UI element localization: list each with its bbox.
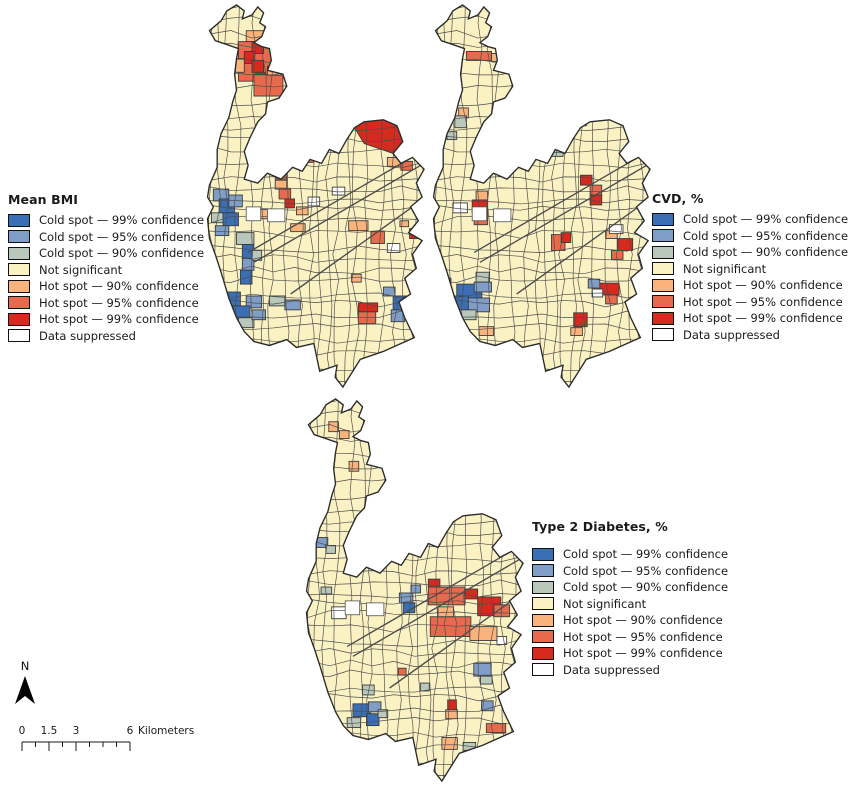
legend-swatch-hot99 [8, 312, 30, 326]
legend-swatch-hot90 [8, 279, 30, 293]
legend-item-hot99: Hot spot — 99% confidence [8, 311, 204, 328]
legend-cvd: CVD, % Cold spot — 99% confidence Cold sp… [652, 191, 848, 343]
legend-swatch-hot95 [8, 296, 30, 310]
legend-item-hot99: Hot spot — 99% confidence [652, 310, 848, 327]
legend-swatch-cold90 [652, 245, 674, 259]
legend-item-suppressed: Data suppressed [8, 328, 204, 345]
map-canvas-t2d [305, 398, 524, 783]
legend-item-label: Hot spot — 95% confidence [563, 629, 723, 644]
legend-item-suppressed: Data suppressed [652, 327, 848, 344]
legend-item-label: Not significant [683, 261, 767, 276]
legend-items: Cold spot — 99% confidence Cold spot — 95… [532, 546, 728, 678]
legend-item-cold99: Cold spot — 99% confidence [532, 546, 728, 563]
legend-item-cold90: Cold spot — 90% confidence [8, 245, 204, 262]
legend-items: Cold spot — 99% confidence Cold spot — 95… [652, 211, 848, 343]
legend-item-cold95: Cold spot — 95% confidence [652, 228, 848, 245]
scale-tick-label-3: 3 [73, 725, 80, 737]
legend-item-label: Cold spot — 95% confidence [39, 229, 205, 244]
legend-item-label: Cold spot — 95% confidence [683, 228, 849, 243]
legend-item-label: Data suppressed [683, 327, 780, 342]
legend-swatch-hot90 [532, 613, 554, 627]
legend-item-hot99: Hot spot — 99% confidence [532, 645, 728, 662]
north-arrow-icon [15, 676, 35, 704]
legend-swatch-cold99 [532, 547, 554, 561]
scale-unit-label: Kilometers [138, 725, 194, 737]
map-type2-diabetes [293, 397, 525, 789]
scale-tick-label-6: 6 [127, 725, 134, 737]
legend-item-hot90: Hot spot — 90% confidence [652, 277, 848, 294]
legend-item-label: Cold spot — 90% confidence [39, 246, 205, 261]
legend-swatch-cold95 [532, 564, 554, 578]
legend-item-label: Cold spot — 90% confidence [563, 580, 729, 595]
legend-swatch-notsig [652, 262, 674, 276]
legend-item-label: Hot spot — 99% confidence [563, 646, 723, 661]
legend-item-cold99: Cold spot — 99% confidence [652, 211, 848, 228]
legend-item-label: Not significant [39, 262, 123, 277]
legend-swatch-hot99 [652, 311, 674, 325]
legend-item-label: Hot spot — 95% confidence [683, 294, 843, 309]
legend-item-label: Not significant [563, 596, 647, 611]
legend-swatch-hot95 [532, 630, 554, 644]
legend-item-cold95: Cold spot — 95% confidence [8, 229, 204, 246]
legend-item-label: Hot spot — 99% confidence [39, 312, 199, 327]
legend-swatch-cold90 [532, 580, 554, 594]
north-arrow-label: N [20, 659, 30, 673]
legend-item-label: Data suppressed [563, 662, 660, 677]
legend-item-suppressed: Data suppressed [532, 662, 728, 679]
scale-tick-label-0: 0 [19, 725, 26, 737]
legend-item-cold90: Cold spot — 90% confidence [532, 579, 728, 596]
legend-item-label: Hot spot — 90% confidence [563, 613, 723, 628]
legend-item-label: Hot spot — 99% confidence [683, 311, 843, 326]
legend-item-hot90: Hot spot — 90% confidence [532, 612, 728, 629]
legend-swatch-notsig [532, 597, 554, 611]
legend-swatch-suppressed [532, 663, 554, 677]
legend-type2-diabetes: Type 2 Diabetes, % Cold spot — 99% confi… [532, 519, 728, 678]
legend-item-cold90: Cold spot — 90% confidence [652, 244, 848, 261]
legend-item-label: Data suppressed [39, 328, 136, 343]
map-canvas-cvd [432, 4, 651, 389]
legend-swatch-cold95 [8, 230, 30, 244]
legend-title-mean-bmi: Mean BMI [8, 192, 79, 207]
legend-item-label: Cold spot — 99% confidence [39, 213, 205, 228]
legend-swatch-cold99 [652, 212, 674, 226]
legend-item-label: Cold spot — 99% confidence [563, 547, 729, 562]
map-canvas-bmi [206, 4, 425, 389]
legend-items: Cold spot — 99% confidence Cold spot — 95… [8, 212, 204, 344]
legend-swatch-hot95 [652, 295, 674, 309]
legend-item-label: Hot spot — 90% confidence [39, 279, 199, 294]
legend-title-type2-diabetes: Type 2 Diabetes, % [532, 519, 668, 534]
legend-swatch-suppressed [8, 329, 30, 343]
legend-item-hot95: Hot spot — 95% confidence [532, 629, 728, 646]
legend-item-label: Hot spot — 95% confidence [39, 295, 199, 310]
map-mean-bmi [194, 3, 426, 395]
legend-title-cvd: CVD, % [652, 191, 704, 206]
legend-item-notsig: Not significant [532, 596, 728, 613]
legend-item-hot95: Hot spot — 95% confidence [652, 294, 848, 311]
legend-item-label: Cold spot — 90% confidence [683, 245, 849, 260]
legend-swatch-cold99 [8, 213, 30, 227]
legend-item-notsig: Not significant [652, 261, 848, 278]
legend-item-notsig: Not significant [8, 262, 204, 279]
scale-tick-label-1.5: 1.5 [41, 725, 58, 737]
north-arrow: N [8, 659, 42, 710]
legend-item-label: Hot spot — 90% confidence [683, 278, 843, 293]
scale-bar: 0 1.5 3 6 Kilometers [19, 725, 194, 751]
legend-mean-bmi: Mean BMI Cold spot — 99% confidence Cold … [8, 192, 204, 344]
legend-item-label: Cold spot — 99% confidence [683, 212, 849, 227]
legend-item-hot95: Hot spot — 95% confidence [8, 295, 204, 312]
legend-item-cold95: Cold spot — 95% confidence [532, 563, 728, 580]
legend-swatch-cold95 [652, 229, 674, 243]
legend-item-cold99: Cold spot — 99% confidence [8, 212, 204, 229]
legend-item-label: Cold spot — 95% confidence [563, 563, 729, 578]
legend-swatch-notsig [8, 263, 30, 277]
map-cvd [420, 3, 652, 395]
legend-item-hot90: Hot spot — 90% confidence [8, 278, 204, 295]
legend-swatch-hot99 [532, 646, 554, 660]
legend-swatch-suppressed [652, 328, 674, 342]
legend-swatch-cold90 [8, 246, 30, 260]
legend-swatch-hot90 [652, 278, 674, 292]
